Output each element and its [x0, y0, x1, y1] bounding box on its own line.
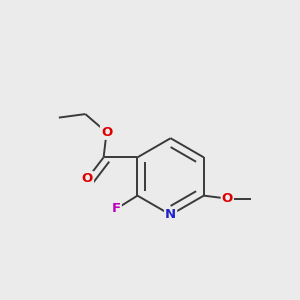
Text: O: O — [101, 126, 112, 139]
Text: N: N — [165, 208, 176, 221]
Text: O: O — [222, 192, 233, 205]
Text: F: F — [112, 202, 121, 215]
Text: O: O — [82, 172, 93, 185]
